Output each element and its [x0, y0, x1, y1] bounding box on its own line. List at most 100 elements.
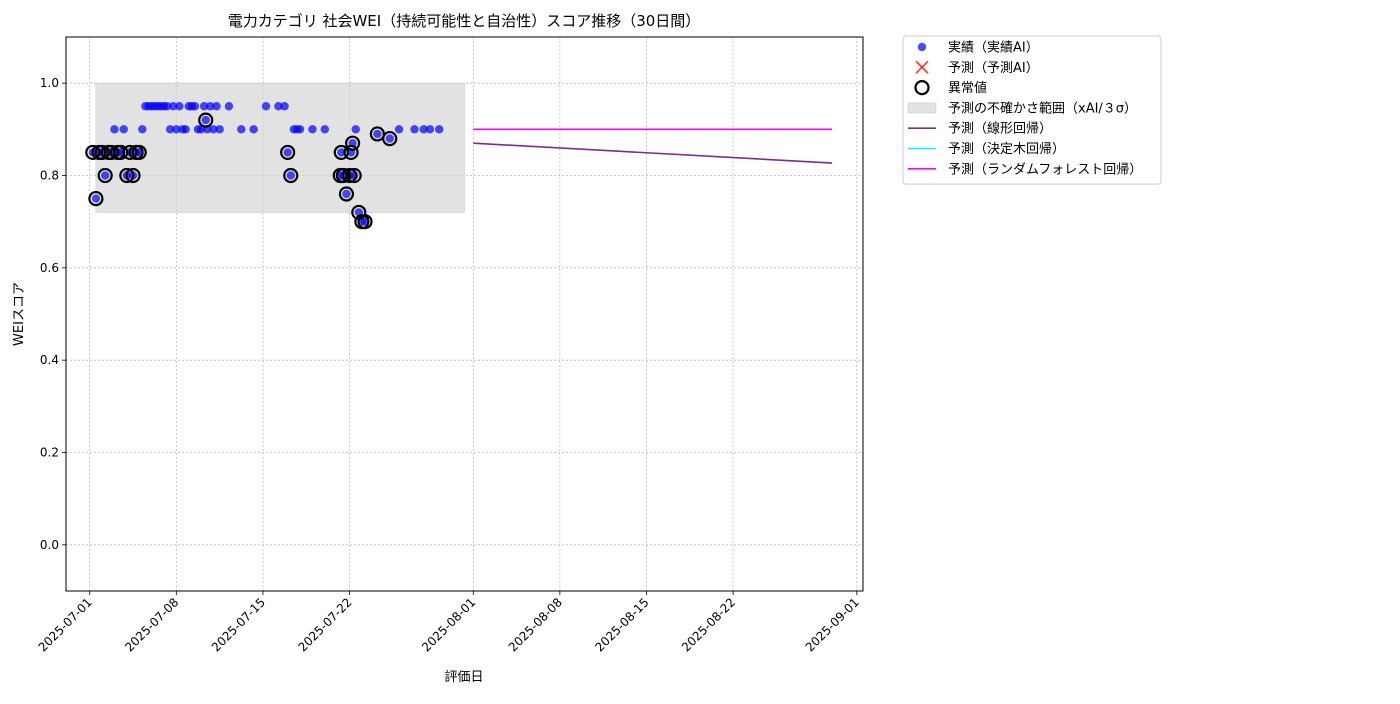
legend-label: 実績（実績AI） — [948, 40, 1039, 56]
x-tick-label: 2025-08-15 — [592, 595, 651, 654]
anomaly-point — [345, 135, 361, 151]
anomaly-point — [97, 167, 113, 184]
actual-point — [172, 125, 181, 134]
legend-item-forest: 予測（ランダムフォレスト回帰） — [908, 161, 1142, 177]
actual-point — [280, 102, 289, 111]
anomaly-point — [346, 167, 362, 184]
actual-point — [209, 125, 218, 134]
actual-point — [308, 125, 317, 134]
actual-point — [283, 148, 292, 157]
series-line-linear — [473, 142, 833, 164]
legend-label: 予測（予測AI） — [948, 61, 1039, 76]
anomaly-point — [280, 144, 296, 161]
chart-title: 電力カテゴリ 社会WEI（持続可能性と自治性）スコア推移（30日間） — [228, 12, 701, 30]
x-tick-label: 2025-09-01 — [803, 595, 862, 654]
anomaly-point — [88, 190, 104, 207]
y-tick-label: 0.2 — [40, 446, 59, 460]
anomaly-point — [119, 167, 135, 184]
actual-point — [425, 125, 435, 134]
anomaly-point — [94, 144, 110, 161]
x-tick-label: 2025-08-08 — [506, 595, 565, 654]
anomaly-point — [85, 144, 101, 161]
actual-point — [373, 129, 382, 139]
legend-item-predicted_ai: 予測（予測AI） — [915, 60, 1039, 76]
anomaly-point — [382, 130, 398, 147]
legend-label: 異常値 — [948, 80, 987, 96]
actual-point — [199, 102, 209, 111]
legend-item-band: 予測の不確かさ範囲（xAI/３σ） — [907, 100, 1137, 116]
anomaly-point — [113, 144, 129, 161]
actual-point — [169, 102, 178, 111]
x-tick-label: 2025-07-15 — [209, 595, 268, 654]
legend-item-anomaly: 異常値 — [914, 79, 987, 96]
plot-frame — [65, 36, 864, 592]
legend-box — [902, 35, 1162, 185]
actual-point — [237, 125, 246, 134]
anomaly-point — [122, 144, 138, 161]
y-tick-label: 1.0 — [40, 76, 59, 90]
actual-point — [342, 189, 351, 199]
actual-point — [162, 102, 172, 111]
actual-point — [385, 134, 394, 143]
x-tick-label: 2025-07-08 — [122, 595, 181, 654]
actual-point — [175, 102, 184, 111]
anomaly-point — [125, 167, 141, 184]
x-tick-label: 2025-08-22 — [679, 595, 738, 654]
legend-marker-dot — [917, 42, 927, 52]
actual-point — [165, 125, 175, 134]
actual-point — [110, 125, 119, 134]
actual-point — [100, 171, 110, 180]
actual-point — [320, 125, 329, 134]
actual-point — [261, 102, 271, 111]
legend-label: 予測（線形回帰） — [948, 121, 1052, 137]
legend-marker-x — [915, 60, 929, 74]
x-tick-label: 2025-08-01 — [419, 595, 478, 654]
legend-item-tree: 予測（決定木回帰） — [908, 141, 1065, 157]
anomaly-point — [335, 167, 351, 184]
anomaly-point — [341, 167, 358, 184]
legend-label: 予測（ランダムフォレスト回帰） — [948, 161, 1142, 177]
legend-label: 予測の不確かさ範囲（xAI/３σ） — [948, 100, 1137, 116]
actual-point — [119, 125, 128, 134]
y-axis-label: WEIスコア — [12, 282, 27, 346]
anomaly-point — [283, 167, 299, 184]
actual-point — [419, 125, 428, 134]
actual-point — [249, 125, 258, 134]
y-tick-label: 0.8 — [40, 169, 59, 183]
anomaly-point — [357, 214, 373, 230]
anomaly-point — [198, 112, 214, 128]
legend-item-linear: 予測（線形回帰） — [908, 121, 1052, 137]
y-tick-label: 0.4 — [40, 353, 59, 367]
actual-point — [435, 125, 444, 134]
x-tick-label: 2025-07-01 — [36, 595, 95, 654]
actual-point — [201, 115, 210, 125]
actual-point — [212, 102, 221, 111]
legend-label: 予測（決定木回帰） — [948, 141, 1065, 157]
legend-marker-patch — [907, 102, 937, 114]
actual-point — [351, 125, 360, 134]
actual-point — [286, 171, 295, 180]
anomaly-point — [338, 186, 355, 202]
legend-item-actual: 実績（実績AI） — [917, 40, 1039, 56]
plot-area: 2025-07-01 2025-07-08 2025-07-15 2025-07-22… — [36, 36, 864, 654]
y-tick-label: 0.0 — [40, 538, 59, 552]
legend-marker-ring — [914, 79, 930, 96]
actual-point — [410, 125, 419, 134]
actual-point — [91, 194, 101, 203]
x-tick-label: 2025-07-22 — [295, 595, 354, 654]
actual-point — [274, 102, 283, 111]
actual-point — [138, 125, 147, 134]
y-tick-label: 0.6 — [40, 261, 59, 275]
actual-point — [337, 148, 346, 157]
actual-point — [224, 102, 234, 111]
actual-point — [206, 102, 215, 111]
x-axis-label: 評価日 — [444, 670, 483, 685]
actual-point — [215, 125, 224, 134]
anomaly-point — [103, 144, 119, 161]
actual-point — [181, 125, 190, 134]
actual-point — [190, 102, 200, 111]
actual-point — [295, 125, 305, 134]
